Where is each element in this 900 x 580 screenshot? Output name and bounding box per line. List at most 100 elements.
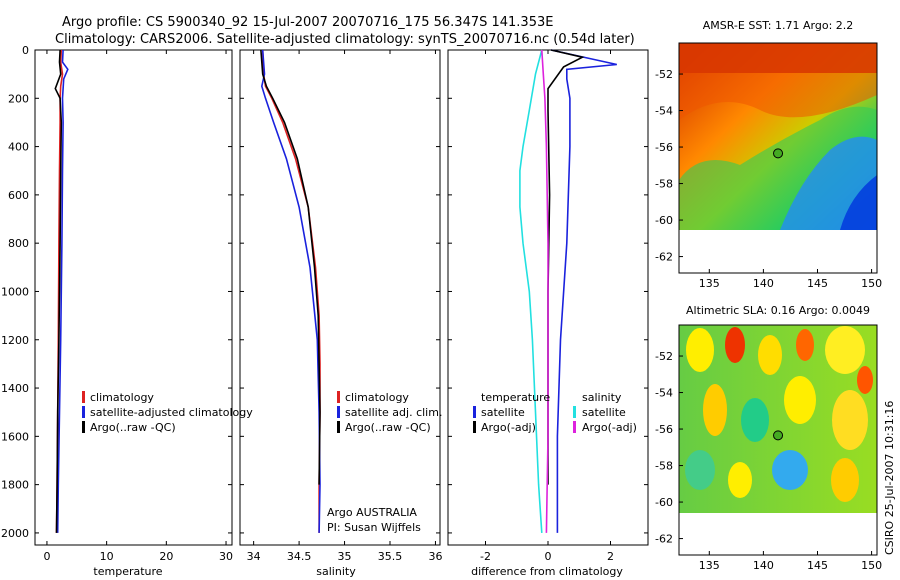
map-y-tick-label: -58: [655, 460, 673, 473]
y-tick-label: 200: [8, 92, 29, 105]
map-y-tick-label: -60: [655, 496, 673, 509]
legend-swatch-diff-temp-argo: [473, 421, 476, 433]
map-x-tick-label: 145: [807, 277, 828, 290]
legend-label-diff-temp-argo: Argo(-adj): [481, 421, 536, 434]
legend-heading-salinity: salinity: [582, 391, 622, 404]
legend-label-diff-sal-argo: Argo(-adj): [582, 421, 637, 434]
argo-float-marker: [773, 430, 784, 441]
x-tick-label: 0: [43, 550, 50, 563]
legend-heading-temperature: temperature: [481, 391, 550, 404]
figure-title-line2: Climatology: CARS2006. Satellite-adjuste…: [55, 32, 635, 47]
legend-label-diff-sal-satellite: satellite: [582, 406, 626, 419]
y-tick-label: 2000: [1, 527, 29, 540]
sst-map-frame: [678, 42, 878, 274]
sla-map-frame: [678, 324, 878, 556]
salinity-annotation-line2: PI: Susan Wijffels: [327, 521, 421, 534]
x-tick-label: 20: [159, 550, 173, 563]
x-tick-label: 2: [607, 550, 614, 563]
y-tick-label: 1400: [1, 382, 29, 395]
map-y-tick-label: -62: [655, 251, 673, 264]
sst-map-axes: 135 140 145 150 -52 -54 -56 -58 -60 -62: [655, 68, 882, 290]
temperature-xlabel: temperature: [93, 565, 162, 578]
csiro-timestamp: CSIRO 25-Jul-2007 10:31:16: [883, 401, 896, 555]
legend-label-sal-argo: Argo(..raw -QC): [345, 421, 431, 434]
legend-label-sal-climatology: climatology: [345, 391, 409, 404]
series-line-satellite-adjusted-climatology: [56, 49, 69, 533]
y-tick-label: 0: [22, 44, 29, 57]
legend-swatch-diff-sal-satellite: [573, 406, 576, 418]
map-y-tick-label: -62: [655, 533, 673, 546]
map-y-tick-label: -52: [655, 350, 673, 363]
map-y-tick-label: -60: [655, 214, 673, 227]
legend-label-climatology: climatology: [90, 391, 154, 404]
x-tick-label: 35: [338, 550, 352, 563]
legend-swatch-argo: [82, 421, 85, 433]
legend-swatch-sal-climatology: [337, 391, 340, 403]
legend-swatch-climatology: [82, 391, 85, 403]
salinity-xlabel: salinity: [316, 565, 356, 578]
y-tick-label: 600: [8, 189, 29, 202]
y-tick-label: 400: [8, 141, 29, 154]
series-line-argo-raw-qc: [54, 49, 63, 533]
salinity-annotation-line1: Argo AUSTRALIA: [327, 506, 417, 519]
legend-swatch-diff-sal-argo: [573, 421, 576, 433]
legend-label-sal-satellite: satellite adj. clim.: [345, 406, 442, 419]
legend-swatch-sal-satellite: [337, 406, 340, 418]
map-y-tick-label: -56: [655, 141, 673, 154]
argo-float-marker: [773, 148, 784, 159]
x-tick-label: 34: [247, 550, 261, 563]
series-line-satellite-adj-clim: [260, 49, 321, 533]
difference-legend: temperature satellite Argo(-adj) salinit…: [473, 391, 637, 434]
sla-map-image: [679, 325, 877, 513]
difference-plot: -2 0 2: [448, 49, 648, 563]
map-y-tick-label: -58: [655, 178, 673, 191]
sla-map-axes: 135 140 145 150 -52 -54 -56 -58 -60 -62: [655, 350, 882, 572]
x-tick-label: 10: [100, 550, 114, 563]
series-line-argo-raw-qc: [260, 49, 321, 485]
map-x-tick-label: 140: [753, 559, 774, 572]
legend-swatch-sal-argo: [337, 421, 340, 433]
map-x-tick-label: 140: [753, 277, 774, 290]
y-tick-label: 1600: [1, 430, 29, 443]
map-x-tick-label: 135: [699, 277, 720, 290]
y-tick-label: 1200: [1, 334, 29, 347]
map-y-tick-label: -56: [655, 423, 673, 436]
x-tick-label: -2: [480, 550, 491, 563]
x-tick-label: 34.5: [287, 550, 312, 563]
y-tick-label: 1800: [1, 479, 29, 492]
difference-xlabel: difference from climatology: [471, 565, 623, 578]
map-x-tick-label: 135: [699, 559, 720, 572]
x-tick-label: 0: [545, 550, 552, 563]
map-y-tick-label: -52: [655, 68, 673, 81]
sla-map-title: Altimetric SLA: 0.16 Argo: 0.0049: [686, 304, 870, 317]
salinity-legend: climatology satellite adj. clim. Argo(..…: [337, 391, 442, 434]
legend-swatch-diff-temp-satellite: [473, 406, 476, 418]
series-line-temperature-satellite: [550, 49, 617, 533]
legend-label-diff-temp-satellite: satellite: [481, 406, 525, 419]
temperature-panel-frame: [34, 49, 233, 546]
x-tick-label: 35.5: [378, 550, 403, 563]
series-line-salinity-satellite: [519, 49, 543, 533]
series-line-salinity-argo-adj: [541, 49, 549, 533]
sst-map-image: [679, 43, 877, 230]
map-x-tick-label: 145: [807, 559, 828, 572]
salinity-panel-frame: [239, 49, 441, 546]
x-tick-label: 36: [428, 550, 442, 563]
map-x-tick-label: 150: [861, 559, 882, 572]
legend-label-satellite-adjusted: satellite-adjusted climatology: [90, 406, 253, 419]
legend-swatch-satellite-adjusted: [82, 406, 85, 418]
map-x-tick-label: 150: [861, 277, 882, 290]
figure-title-line1: Argo profile: CS 5900340_92 15-Jul-2007 …: [62, 15, 553, 30]
series-line-climatology: [261, 49, 321, 533]
map-y-tick-label: -54: [655, 105, 673, 118]
x-tick-label: 30: [219, 550, 233, 563]
y-tick-label: 800: [8, 237, 29, 250]
temperature-plot: 0 200 400 600 800 1000 1200 1400 1600 1800 2000 0 10…: [1, 44, 233, 563]
y-tick-label: 1000: [1, 285, 29, 298]
legend-label-argo: Argo(..raw -QC): [90, 421, 176, 434]
sst-map-title: AMSR-E SST: 1.71 Argo: 2.2: [703, 19, 854, 32]
temperature-legend: climatology satellite-adjusted climatolo…: [82, 391, 253, 434]
salinity-plot: 34 34.5 35 35.5 36: [240, 49, 442, 563]
map-y-tick-label: -54: [655, 387, 673, 400]
